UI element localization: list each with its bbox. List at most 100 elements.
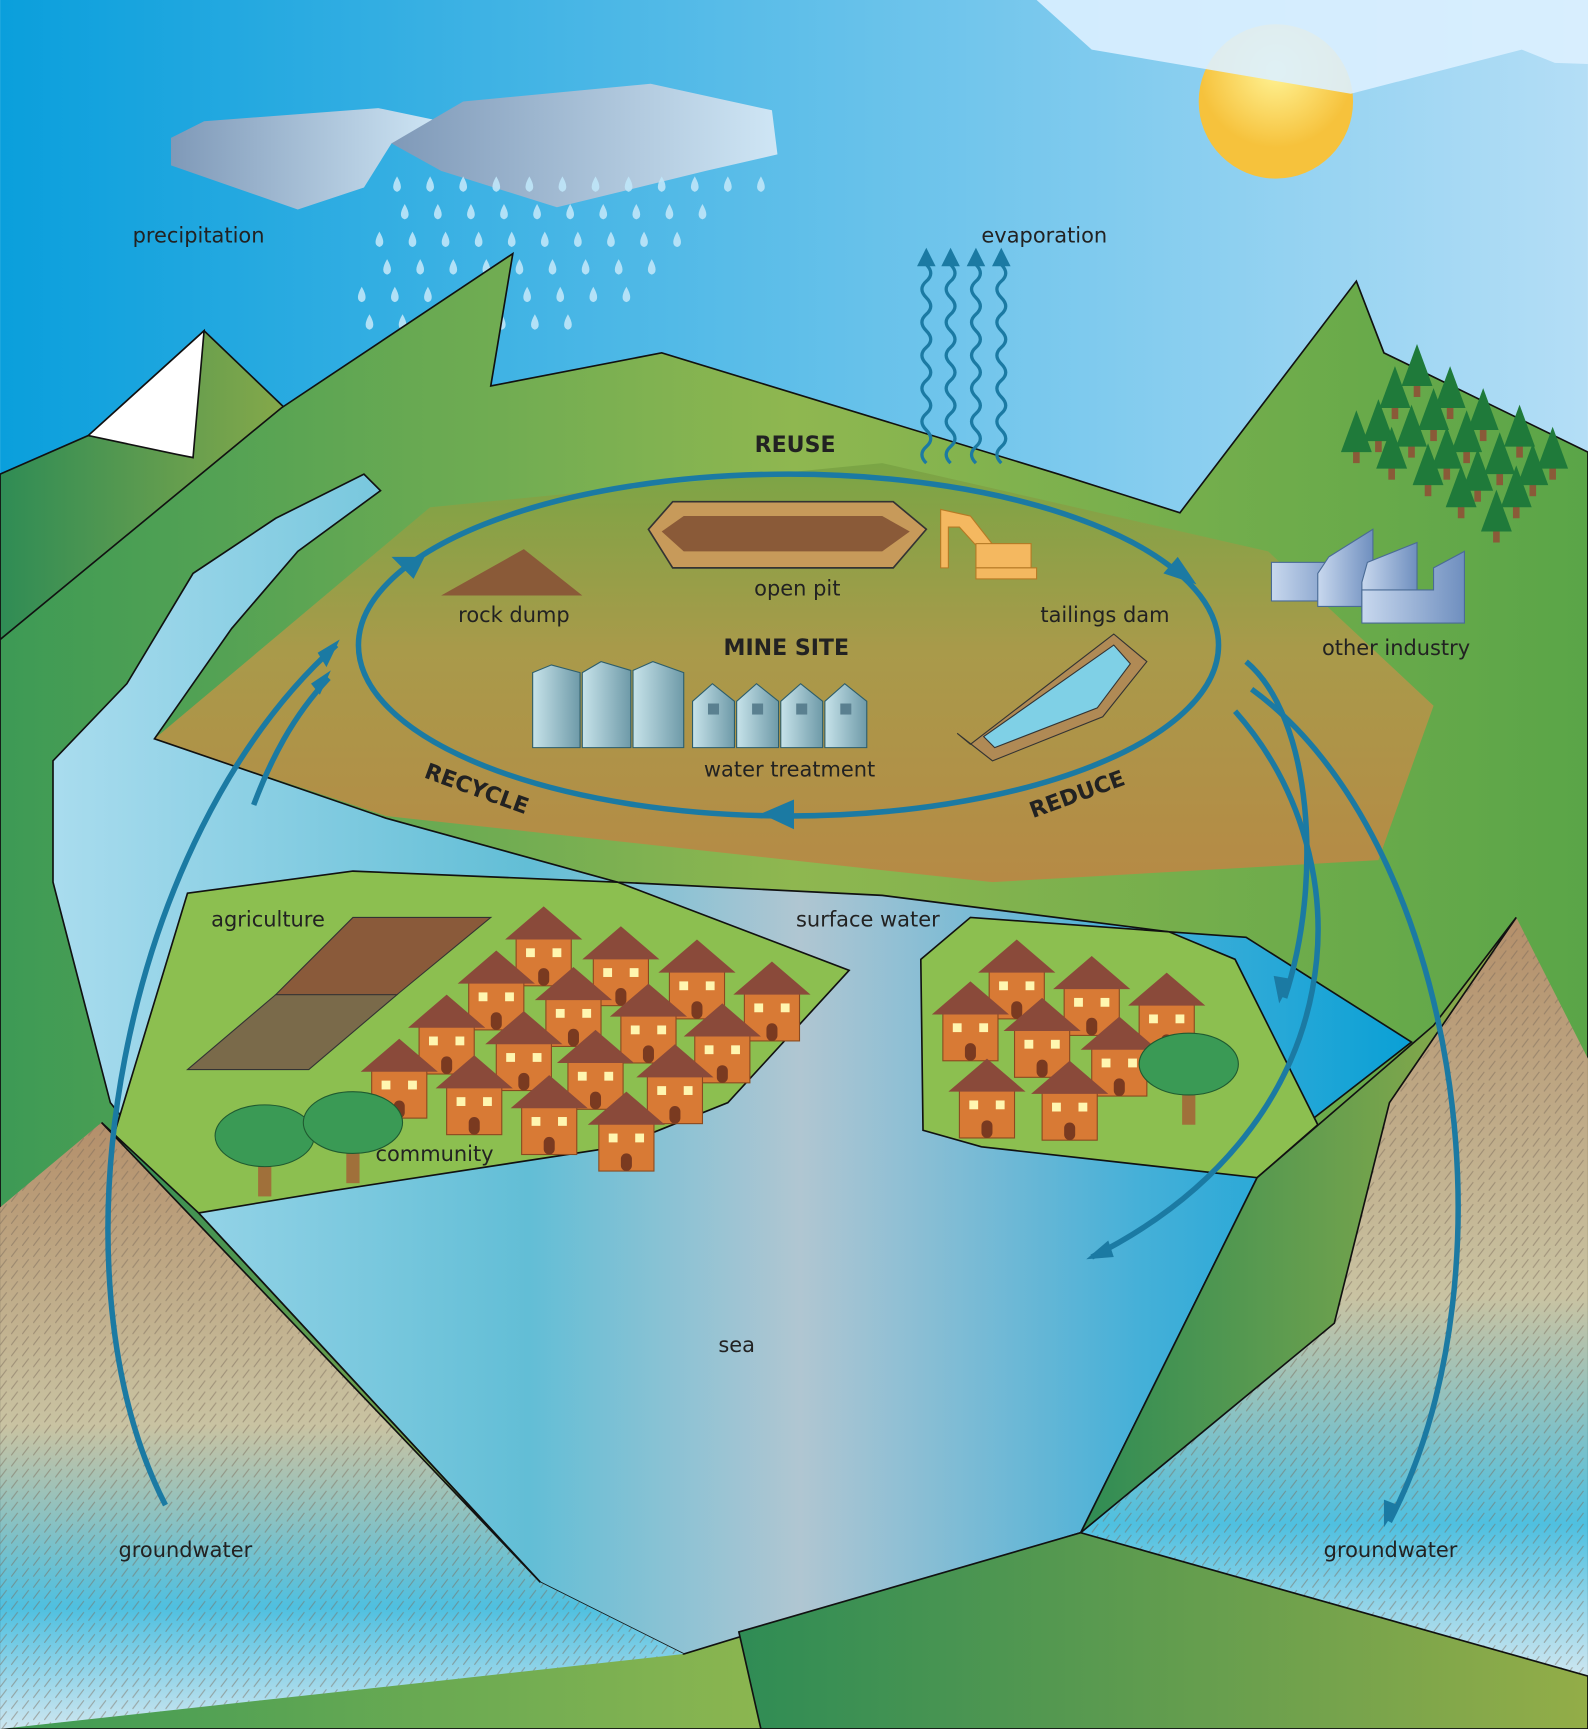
shape <box>558 176 567 192</box>
label: surface water <box>796 907 940 931</box>
label: water treatment <box>704 757 875 781</box>
shape <box>657 176 666 192</box>
decoration <box>999 981 1008 991</box>
decoration <box>1100 997 1110 1007</box>
decoration <box>615 988 627 1006</box>
decoration <box>1408 444 1415 458</box>
shape <box>647 259 656 275</box>
decoration <box>840 703 852 715</box>
decoration <box>521 1105 578 1156</box>
decoration <box>979 1023 989 1033</box>
decoration <box>577 1071 587 1081</box>
decoration <box>1149 1014 1158 1024</box>
decoration <box>381 1080 391 1090</box>
decoration <box>704 1045 714 1055</box>
shape <box>449 259 458 275</box>
decoration <box>658 939 736 973</box>
decoration <box>1362 399 1394 442</box>
shape <box>599 203 608 220</box>
shape <box>995 263 1008 465</box>
decoration <box>958 1088 1016 1139</box>
decoration <box>478 992 488 1002</box>
decoration <box>1496 471 1504 486</box>
decoration <box>429 1036 438 1046</box>
decoration <box>766 1023 778 1041</box>
decoration <box>441 1056 453 1075</box>
decoration <box>981 1120 993 1138</box>
decoration <box>534 967 613 1001</box>
decoration <box>1101 1058 1111 1068</box>
decoration <box>952 1023 962 1033</box>
decoration <box>468 1117 480 1135</box>
decoration <box>1430 427 1437 442</box>
decoration <box>1446 405 1454 420</box>
decoration <box>1080 1016 1158 1050</box>
shape <box>920 263 933 465</box>
decoration <box>531 1117 541 1126</box>
cycle-arrows <box>105 471 1461 1528</box>
decoration <box>707 703 720 715</box>
decoration <box>603 968 613 977</box>
decoration <box>543 1136 555 1155</box>
decoration <box>754 1003 764 1013</box>
decoration <box>1462 448 1494 491</box>
decoration <box>683 1086 693 1095</box>
decoration <box>1463 449 1470 464</box>
decoration <box>1443 466 1451 480</box>
decoration <box>510 1075 588 1109</box>
decoration <box>1074 997 1083 1007</box>
decoration <box>1128 1058 1137 1068</box>
shape <box>459 176 468 192</box>
shape <box>566 203 575 220</box>
shape <box>944 263 957 465</box>
shape <box>698 203 707 220</box>
shape <box>507 231 516 247</box>
decoration <box>505 992 514 1002</box>
decoration <box>1467 388 1499 431</box>
decoration <box>1484 432 1516 475</box>
decoration <box>1113 1078 1125 1097</box>
shape <box>408 231 417 247</box>
decoration <box>590 1091 602 1110</box>
shape <box>622 286 631 303</box>
shape <box>690 176 699 192</box>
decoration <box>505 906 583 940</box>
decoration <box>1175 1014 1185 1024</box>
decoration <box>620 1153 632 1172</box>
decoration <box>780 682 824 749</box>
label: open pit <box>754 576 840 600</box>
label: MINE SITE <box>724 636 850 661</box>
shape <box>531 314 539 330</box>
decoration <box>1412 443 1444 486</box>
decoration <box>1128 972 1206 1006</box>
decoration <box>1086 1017 1098 1036</box>
decoration <box>485 1011 563 1045</box>
decoration <box>1011 1001 1023 1019</box>
decoration <box>636 1044 714 1078</box>
decoration <box>941 247 960 267</box>
decoration <box>780 1003 790 1013</box>
decoration <box>1041 1091 1098 1141</box>
decoration <box>691 1001 703 1019</box>
shape <box>492 176 501 192</box>
shape <box>426 176 434 192</box>
decoration <box>1353 449 1360 464</box>
shape <box>757 176 765 192</box>
shape <box>474 231 483 247</box>
decoration <box>1379 366 1411 408</box>
label: groundwater <box>1324 1538 1458 1562</box>
decoration <box>556 1029 635 1063</box>
decoration <box>538 968 550 986</box>
decoration <box>360 1038 438 1072</box>
decoration <box>408 1080 417 1090</box>
shape <box>969 263 982 465</box>
decoration <box>302 1091 404 1154</box>
decoration <box>1504 404 1535 447</box>
decoration <box>455 1036 465 1046</box>
decoration <box>408 994 486 1028</box>
decoration <box>964 1043 976 1061</box>
decoration <box>629 968 639 977</box>
label: REUSE <box>755 433 836 458</box>
label: rock dump <box>458 603 570 627</box>
